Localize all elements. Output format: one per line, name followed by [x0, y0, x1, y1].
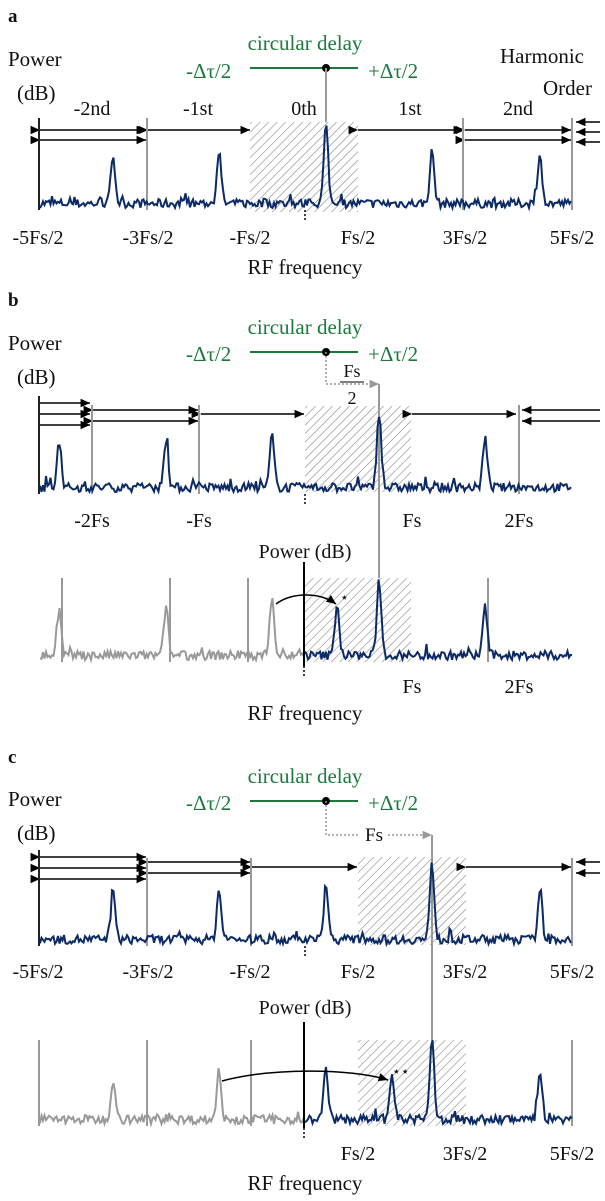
panel-b-xlabel: RF frequency — [248, 701, 363, 725]
panel-b-spectrum-bottom — [304, 579, 573, 663]
panel-c-tick-bottom-3: 5Fs/2 — [550, 1143, 594, 1165]
panel-b-power-label-1: Power — [8, 331, 62, 355]
panel-b-shift-num: Fs — [343, 361, 360, 381]
panel-c-tick-top-4: Fs/2 — [341, 961, 375, 983]
panel-c-shift-bg — [360, 824, 388, 846]
panel-b-star: ⋆ — [340, 591, 349, 606]
panel-b-ticks-bottom: Fs 2Fs — [403, 676, 534, 698]
panel-a-order-m2: -2nd — [74, 98, 111, 120]
panel-c-power-label-1: Power — [8, 787, 62, 811]
panel-b-tick-bottom-1: Fs — [403, 676, 422, 698]
panel-b: b circular delay -Δτ/2 +Δτ/2 Fs 2 Power … — [8, 290, 600, 725]
panel-b-shift-den: 2 — [348, 388, 357, 408]
panel-c-delay-title: circular delay — [248, 764, 363, 788]
panel-a-order-arrows — [30, 117, 600, 147]
panel-b-window-bottom — [305, 578, 411, 662]
panel-a-harmonic-label-2: Order — [543, 76, 592, 100]
panel-c-tick-top-5: 3Fs/2 — [443, 961, 487, 983]
panel-b-delay-plus: +Δτ/2 — [368, 342, 418, 366]
panel-c-order-arrows — [30, 852, 600, 884]
panel-a-delay-title: circular delay — [248, 31, 363, 55]
panel-a-tick-4: Fs/2 — [341, 227, 375, 249]
panel-a-delay-minus: -Δτ/2 — [186, 59, 231, 83]
panel-b-tick-bottom-2: 2Fs — [505, 676, 534, 698]
panel-c-tick-bottom-1: Fs/2 — [341, 1143, 375, 1165]
panel-c-delay-minus: -Δτ/2 — [186, 791, 231, 815]
panel-b-spectrum-top — [39, 416, 572, 496]
panel-a-order-2: 2nd — [503, 98, 533, 120]
panel-a-order-1: 1st — [398, 98, 422, 120]
panel-c-spectrum-top — [39, 862, 572, 948]
panel-a-letter: a — [8, 6, 18, 27]
panel-c-shift-arrow — [325, 801, 432, 840]
panel-b-power-inner: Power (dB) — [259, 541, 352, 563]
panel-b-shift-arrow — [325, 352, 379, 389]
panel-b-power-label-2: (dB) — [17, 365, 56, 389]
panel-a-tick-3: -Fs/2 — [229, 227, 270, 249]
panel-a-ticks: -5Fs/2 -3Fs/2 -Fs/2 Fs/2 3Fs/2 5Fs/2 — [12, 227, 594, 249]
panel-c-tick-bottom-2: 3Fs/2 — [443, 1143, 487, 1165]
panel-b-tick-top-1: -2Fs — [74, 510, 110, 532]
panel-a-xlabel: RF frequency — [248, 255, 363, 279]
panel-b-order-arrows — [40, 398, 600, 430]
panel-b-delay-minus: -Δτ/2 — [186, 342, 231, 366]
panel-a-order-m1: -1st — [183, 98, 213, 120]
panel-a-tick-6: 5Fs/2 — [550, 227, 594, 249]
panel-c-ticks-bottom: Fs/2 3Fs/2 5Fs/2 — [341, 1143, 594, 1165]
panel-b-tick-top-2: -Fs — [186, 510, 212, 532]
panel-b-tick-top-4: 2Fs — [505, 510, 534, 532]
panel-b-delay-title: circular delay — [248, 315, 363, 339]
panel-c-ticks-top: -5Fs/2 -3Fs/2 -Fs/2 Fs/2 3Fs/2 5Fs/2 — [12, 961, 594, 983]
panel-a: a circular delay -Δτ/2 +Δτ/2 Power (dB) … — [8, 6, 600, 279]
panel-a-delay-plus: +Δτ/2 — [368, 59, 418, 83]
panel-c-xlabel: RF frequency — [248, 1171, 363, 1195]
panel-b-letter: b — [8, 290, 19, 311]
panel-c-tick-top-6: 5Fs/2 — [550, 961, 594, 983]
panel-a-spectrum — [39, 125, 572, 212]
panel-c-delay-plus: +Δτ/2 — [368, 791, 418, 815]
panel-a-order-0: 0th — [291, 98, 317, 120]
panel-c-tick-top-3: -Fs/2 — [229, 961, 270, 983]
panel-c-power-inner: Power (dB) — [259, 997, 352, 1019]
panel-c: c circular delay -Δτ/2 +Δτ/2 Fs Power (d… — [8, 747, 600, 1195]
panel-a-tick-1: -5Fs/2 — [12, 227, 63, 249]
panel-c-letter: c — [8, 747, 16, 768]
panel-c-window-top — [358, 857, 466, 945]
panel-c-tick-top-1: -5Fs/2 — [12, 961, 63, 983]
panel-c-shift-label: Fs — [365, 825, 383, 846]
panel-a-harmonic-label-1: Harmonic — [500, 44, 584, 68]
panel-c-spectrum-bottom — [304, 1039, 573, 1128]
panel-b-ticks-top: -2Fs -Fs Fs 2Fs — [74, 510, 533, 532]
panel-b-spectrum-bottom-grey — [39, 597, 305, 664]
panel-c-tick-top-2: -3Fs/2 — [122, 961, 173, 983]
panel-a-tick-5: 3Fs/2 — [443, 227, 487, 249]
panel-c-star: ⋆⋆ — [392, 1065, 410, 1080]
panel-c-fold-arrow — [221, 1070, 389, 1082]
panel-a-power-label-2: (dB) — [17, 81, 56, 105]
panel-b-tick-top-3: Fs — [403, 510, 422, 532]
panel-c-spectrum-bottom-grey — [39, 1068, 305, 1128]
panel-a-power-label-1: Power — [8, 47, 62, 71]
panel-a-tick-2: -3Fs/2 — [122, 227, 173, 249]
panel-c-power-label-2: (dB) — [17, 821, 56, 845]
panel-b-fold-arrow — [275, 594, 337, 605]
